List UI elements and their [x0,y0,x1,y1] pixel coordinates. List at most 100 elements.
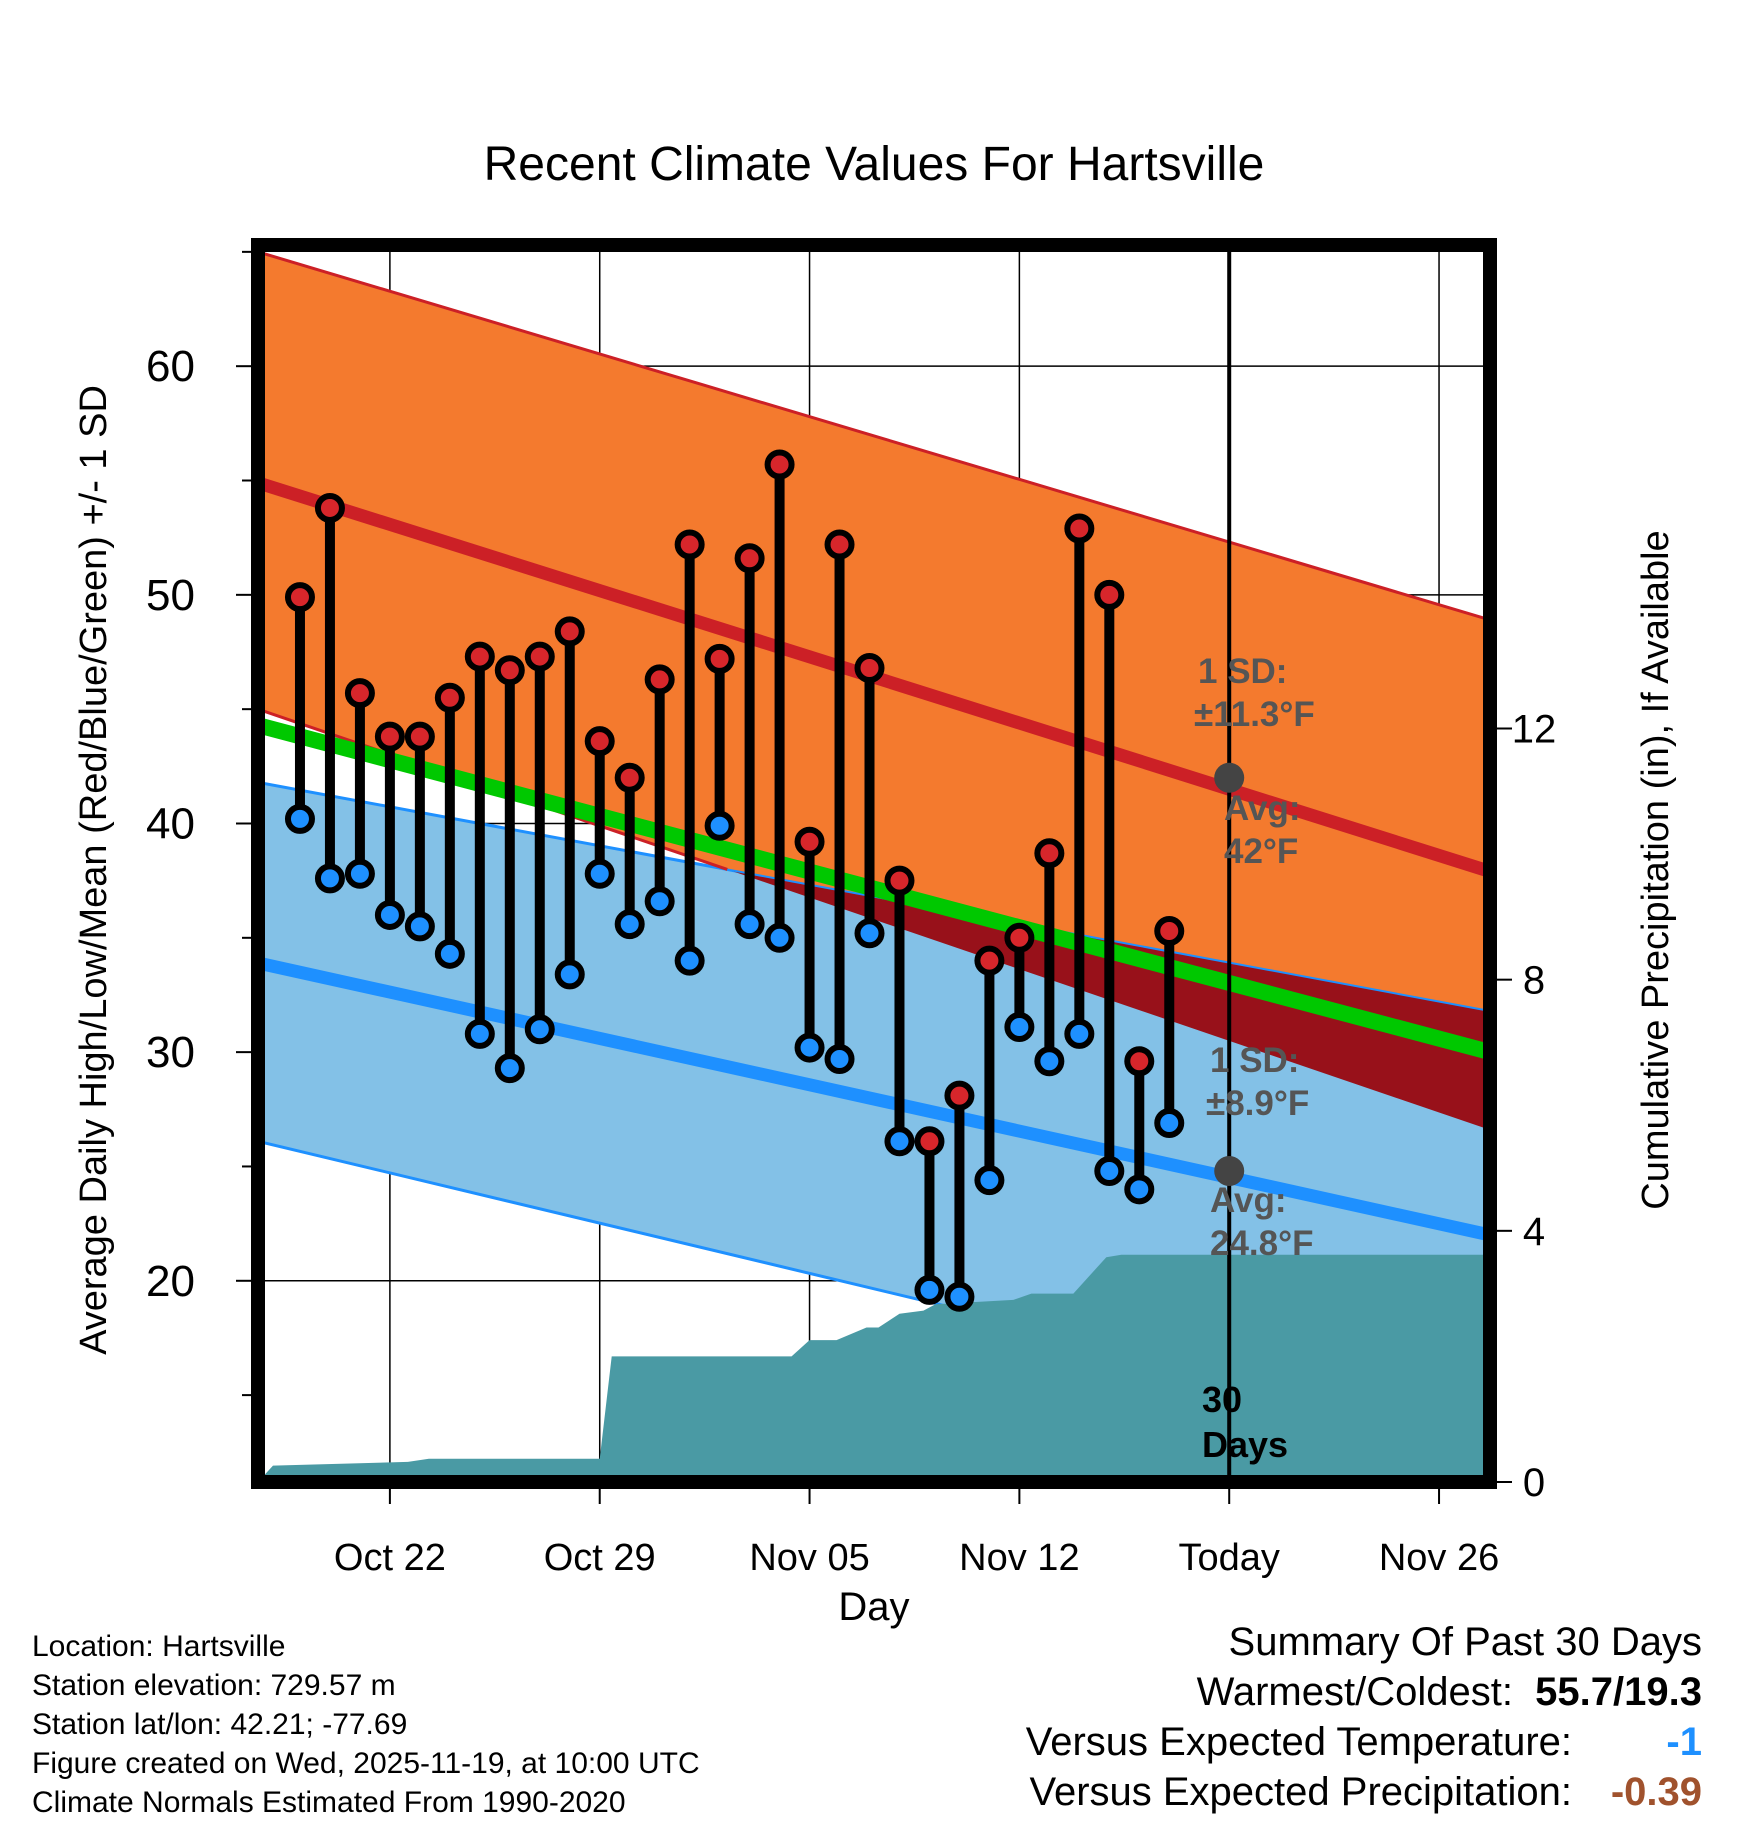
day-high-point [854,653,885,684]
day-high-point [314,492,345,523]
summary-temp-label: Versus Expected Temperature: [1025,1720,1572,1764]
day-high-point [494,655,525,686]
day-high-point [884,865,915,896]
y-axis-title: Average Daily High/Low/Mean (Red/Blue/Gr… [73,385,115,1355]
day-high-point [824,529,855,560]
summary-title: Summary Of Past 30 Days [1228,1620,1702,1664]
high-sd-label: 1 SD: [1198,652,1287,691]
plot-frame [251,238,1497,1489]
day-high-point [674,529,705,560]
day-low-point [494,1053,525,1084]
low-avg-today-dot [1214,1156,1245,1187]
day-low-point [854,918,885,949]
summary-warmest-label: Warmest/Coldest: [1196,1670,1513,1714]
y-tick-label: 20 [146,1257,195,1306]
summary-precip-value: -0.39 [1610,1770,1702,1814]
y2-tick-label: 12 [1512,707,1557,751]
day-low-point [614,909,645,940]
day-high-point [734,543,765,574]
day-high-point [1124,1046,1155,1077]
high-avg-label: Avg: [1224,789,1300,828]
y2-tick-label: 4 [1523,1210,1545,1254]
low-avg-line [258,956,1490,1242]
day-low-point [1124,1174,1155,1205]
summary-temp-row: Versus Expected Temperature: -1 [1026,1720,1702,1765]
low-avg-label: Avg: [1210,1181,1286,1220]
day-low-point [704,810,735,841]
footer-location: Location: Hartsville [32,1630,286,1663]
high-sd-upper-line [258,250,1490,622]
day-high-point [974,945,1005,976]
high-avg-today-dot [1214,762,1245,793]
day-low-point [734,909,765,940]
y2-axis-title: Cumulative Precipitation (in), If Availa… [1635,530,1677,1209]
summary-precip-label: Versus Expected Precipitation: [1029,1770,1572,1814]
high-avg-value: 42°F [1224,832,1298,871]
day-high-point [794,826,825,857]
day-low-point [1154,1108,1185,1139]
x-tick-label: Nov 05 [749,1537,869,1579]
day-low-point [524,1014,555,1045]
day-high-point [344,678,375,709]
day-low-point [314,863,345,894]
day-low-point [674,945,705,976]
day-high-point [704,643,735,674]
day-low-point [644,886,675,917]
day-low-point [284,803,315,834]
y2-tick-label: 0 [1523,1461,1545,1505]
day-high-point [524,641,555,672]
day-high-point [1004,922,1035,953]
day-low-point [1004,1011,1035,1042]
day-low-point [914,1274,945,1305]
day-high-point [1154,915,1185,946]
y-tick-label: 60 [146,342,195,391]
day-low-point [1034,1046,1065,1077]
footer-elevation: Station elevation: 729.57 m [32,1669,396,1702]
high-sd-value: ±11.3°F [1194,695,1315,734]
period-days-count: 30 [1202,1379,1242,1420]
low-avg-value: 24.8°F [1210,1224,1314,1263]
day-low-point [584,858,615,889]
day-low-point [884,1126,915,1157]
x-tick-label: Nov 12 [959,1537,1079,1579]
summary-temp-value: -1 [1666,1720,1702,1764]
x-tick-label: Nov 26 [1379,1537,1499,1579]
day-high-point [584,726,615,757]
high-sd-band [258,251,1490,1011]
day-low-point [1064,1018,1095,1049]
day-low-point [764,922,795,953]
day-high-point [284,582,315,613]
x-tick-label: Oct 29 [544,1537,656,1579]
day-low-point [464,1018,495,1049]
period-days-word: Days [1202,1424,1288,1465]
low-sd-label: 1 SD: [1210,1041,1299,1080]
footer-latlon: Station lat/lon: 42.21; -77.69 [32,1708,408,1741]
precip-area [258,1254,1490,1482]
day-low-point [794,1032,825,1063]
day-high-point [374,721,405,752]
y2-tick-label: 8 [1523,959,1545,1003]
day-high-point [404,721,435,752]
x-tick-label: Today [1179,1537,1280,1579]
day-low-point [434,938,465,969]
day-low-point [974,1165,1005,1196]
day-high-point [1064,513,1095,544]
summary-precip-row: Versus Expected Precipitation: -0.39 [1029,1770,1702,1815]
footer-created: Figure created on Wed, 2025-11-19, at 10… [32,1747,700,1780]
day-high-point [944,1080,975,1111]
day-low-point [824,1043,855,1074]
day-high-point [644,664,675,695]
summary-warmest-row: Warmest/Coldest: 55.7/19.3 [1197,1670,1702,1715]
x-tick-label: Oct 22 [334,1537,446,1579]
footer-normals: Climate Normals Estimated From 1990-2020 [32,1786,626,1819]
day-low-point [374,899,405,930]
day-high-point [1034,838,1065,869]
day-low-point [554,959,585,990]
low-sd-value: ±8.9°F [1206,1084,1309,1123]
day-high-point [434,682,465,713]
day-high-point [1094,579,1125,610]
y-tick-label: 30 [146,1028,195,1077]
day-high-point [914,1126,945,1157]
summary-warmest-value: 55.7/19.3 [1535,1670,1702,1714]
